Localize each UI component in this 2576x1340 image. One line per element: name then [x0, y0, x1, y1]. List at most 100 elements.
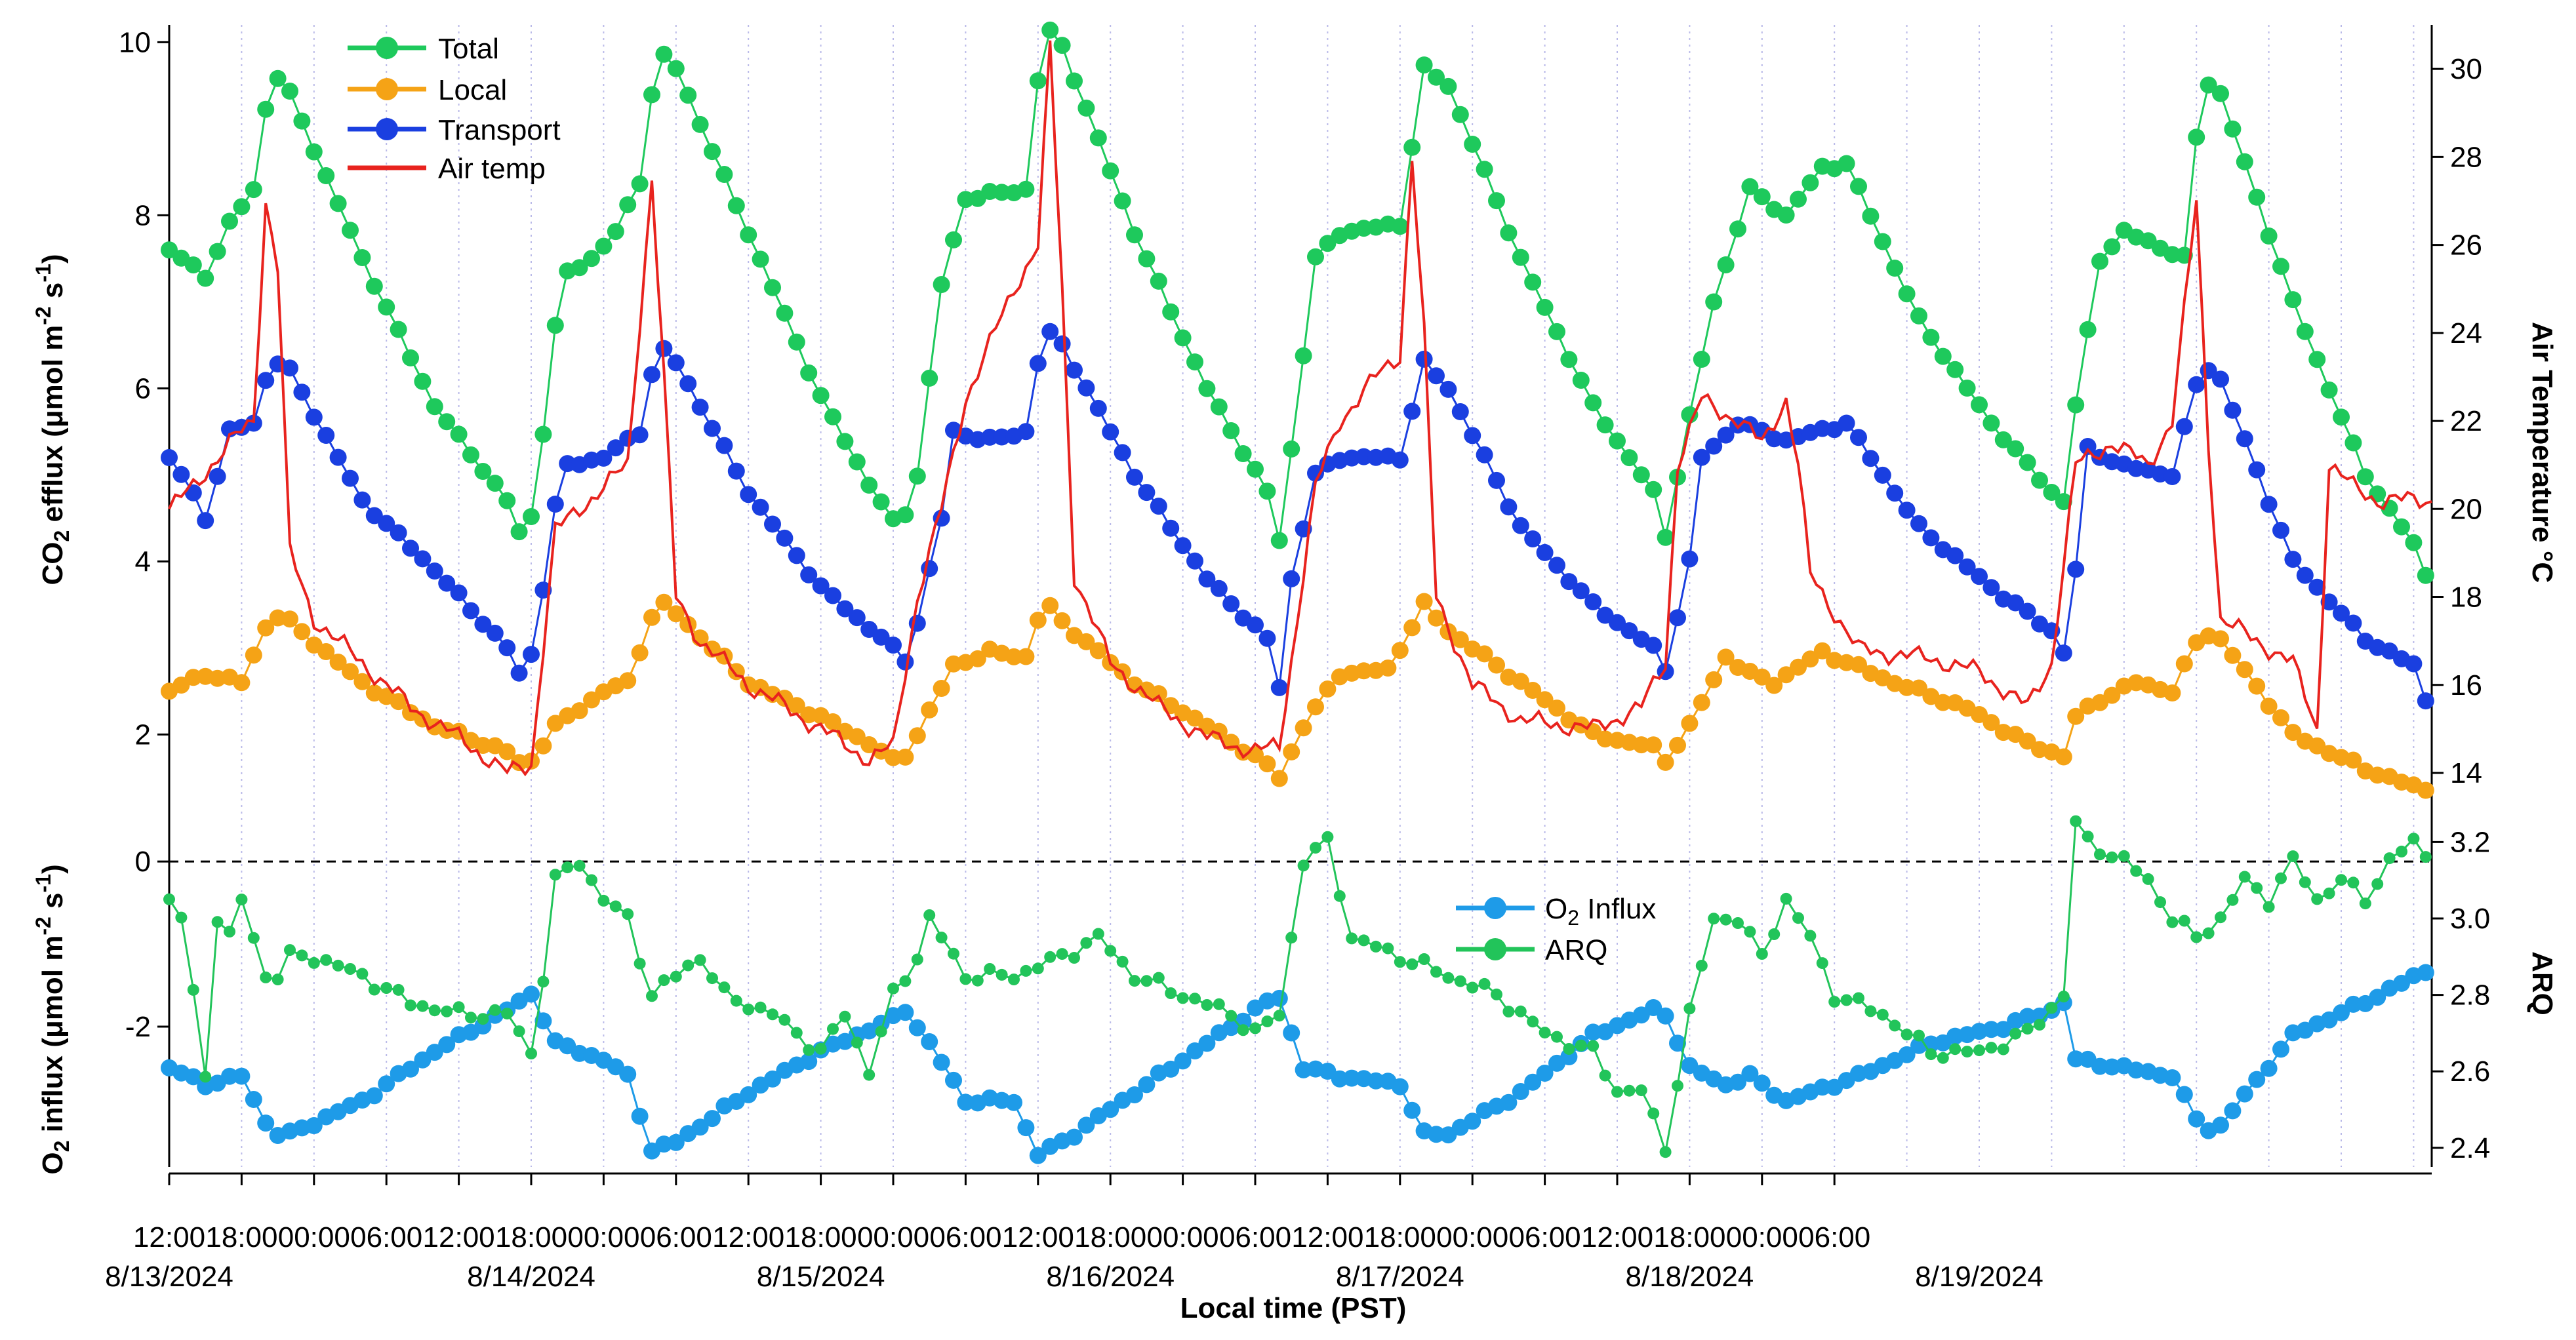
top-left-axis-label-rest: efflux (μmol m	[37, 325, 69, 530]
data-point	[1828, 996, 1841, 1008]
data-point	[390, 321, 407, 338]
data-point	[416, 1000, 429, 1012]
data-point	[1524, 1073, 1542, 1091]
data-point	[1524, 530, 1542, 547]
data-point	[1213, 998, 1225, 1010]
data-point	[2320, 593, 2338, 611]
data-point	[1044, 951, 1057, 963]
y-left-tick-label: 10	[119, 26, 151, 58]
data-point	[1237, 1024, 1249, 1036]
data-point	[1189, 993, 1201, 1005]
data-point	[1801, 650, 1819, 668]
data-point	[2248, 461, 2266, 479]
data-point	[848, 609, 866, 627]
data-point	[1077, 633, 1095, 650]
data-point	[378, 298, 395, 316]
data-point	[1753, 188, 1771, 206]
data-point	[2407, 833, 2420, 845]
data-point	[1403, 138, 1421, 156]
data-point	[1645, 736, 1662, 754]
y-right-tick-label: 14	[2450, 757, 2482, 789]
data-point	[1596, 416, 1614, 434]
top-left-axis-label: CO2 efflux (μmol m-2 s-1)	[31, 254, 73, 585]
y-left-tick-label: 0	[135, 846, 151, 878]
data-point	[402, 540, 419, 557]
data-point	[1669, 736, 1686, 754]
data-point	[428, 1004, 441, 1017]
data-point	[1862, 207, 1880, 225]
series-line	[168, 40, 2432, 777]
data-point	[233, 674, 251, 692]
data-point	[1853, 992, 1864, 1004]
data-point	[513, 1025, 525, 1038]
data-point	[1657, 528, 1674, 546]
data-point	[1041, 21, 1059, 39]
data-point	[2371, 878, 2384, 890]
bottom-left-axis-label-mid: s	[37, 893, 69, 917]
data-point	[691, 115, 709, 133]
x-tick-label: 06:00	[1798, 1221, 1870, 1253]
data-point	[1310, 842, 1321, 854]
data-point	[2396, 845, 2407, 857]
data-point	[1695, 960, 1708, 972]
data-point	[2163, 246, 2181, 264]
data-point	[1020, 964, 1032, 977]
legend-item-total: Total	[348, 33, 499, 65]
data-point	[2272, 709, 2289, 726]
data-point	[332, 959, 344, 972]
y-right-tick-label: 3.0	[2450, 903, 2490, 935]
data-point	[679, 87, 697, 104]
data-point	[465, 1012, 477, 1024]
data-point	[1116, 955, 1129, 968]
data-point	[1971, 706, 1988, 723]
data-point	[583, 691, 600, 709]
data-point	[1536, 1065, 1554, 1082]
data-point	[293, 112, 311, 130]
data-point	[2323, 887, 2335, 899]
data-point	[607, 223, 624, 241]
data-point	[1536, 543, 1554, 561]
data-point	[209, 467, 226, 485]
data-point	[848, 453, 866, 471]
data-point	[1403, 619, 1421, 637]
data-point	[450, 425, 468, 443]
data-point	[2163, 468, 2181, 485]
data-point	[984, 963, 996, 975]
legend-item-arq: ARQ	[1456, 934, 1607, 966]
data-point	[2043, 484, 2061, 501]
data-point	[1102, 162, 1119, 180]
data-point	[727, 197, 745, 214]
data-point	[233, 198, 251, 216]
data-point	[365, 1087, 383, 1105]
data-point	[1346, 932, 1358, 945]
data-point	[1705, 671, 1723, 688]
data-point	[2248, 1071, 2266, 1088]
data-point	[2260, 1059, 2278, 1077]
data-point	[2236, 430, 2253, 448]
data-point	[704, 143, 721, 161]
data-point	[860, 621, 878, 638]
data-point	[353, 673, 371, 690]
data-point	[754, 1001, 767, 1014]
data-point	[679, 375, 697, 393]
bottom-panel-series	[161, 815, 2434, 1164]
data-point	[1102, 1101, 1119, 1118]
data-point	[1669, 1035, 1686, 1052]
data-point	[1053, 335, 1071, 353]
data-point	[2055, 644, 2072, 662]
data-point	[1741, 1065, 1759, 1082]
data-point	[2359, 897, 2371, 910]
series-transport	[161, 323, 2434, 710]
data-point	[1898, 502, 1916, 519]
data-point	[730, 995, 742, 1007]
data-point	[959, 973, 972, 985]
data-point	[1657, 753, 1674, 771]
data-point	[996, 968, 1008, 981]
x-date-label: 8/17/2024	[1336, 1261, 1464, 1293]
data-point	[2055, 748, 2072, 766]
data-point	[1114, 444, 1131, 462]
data-point	[1415, 56, 1433, 74]
data-point	[2296, 566, 2314, 584]
data-point	[1174, 1052, 1192, 1070]
